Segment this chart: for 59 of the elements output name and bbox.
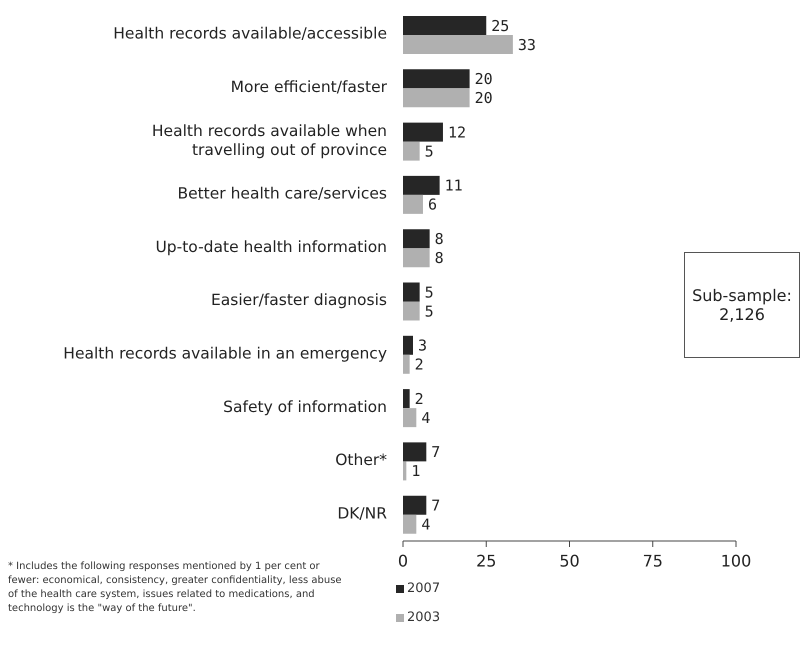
bar — [403, 229, 430, 248]
bar — [403, 408, 416, 428]
data-label: 3 — [418, 336, 428, 355]
data-label: 4 — [421, 516, 430, 534]
data-label: 11 — [444, 176, 463, 195]
data-label: 7 — [431, 443, 440, 462]
data-label: 20 — [474, 89, 493, 108]
legend-label: 2003 — [407, 610, 440, 625]
y-tick-label: Easier/faster diagnosis — [211, 291, 387, 310]
data-label: 7 — [431, 496, 440, 515]
bar — [403, 16, 486, 35]
bar — [403, 69, 470, 88]
data-label: 20 — [474, 70, 493, 88]
y-tick-label: Safety of information — [223, 398, 387, 416]
bar — [403, 336, 413, 355]
x-tick-label: 25 — [476, 551, 496, 570]
bar — [403, 442, 426, 462]
y-tick-label: More efficient/faster — [230, 78, 388, 96]
annotation: Sub-sample: 2,126 — [684, 252, 800, 358]
x-tick-label: 0 — [398, 551, 408, 570]
data-label: 8 — [434, 230, 444, 248]
bar — [403, 461, 406, 480]
y-tick-label: Health records available when travelling out of province — [152, 122, 387, 159]
text: * Includes the following responses mentioned by 1 per cent or fewer: economical, consistency, greater confidentiality, less abuse of the health care system, issues related to medications, and technology is the "way of the future". — [8, 560, 343, 616]
data-label: 33 — [518, 36, 536, 54]
data-label: 8 — [434, 249, 444, 268]
x-tick-label: 50 — [559, 551, 580, 570]
data-label: 25 — [491, 16, 510, 35]
bar — [403, 176, 440, 195]
bar — [403, 194, 423, 214]
data-label: 1 — [411, 462, 420, 480]
data-label: 2 — [414, 390, 424, 408]
data-label: 5 — [424, 283, 434, 302]
bar — [403, 389, 410, 408]
bar — [403, 354, 410, 374]
legend-label: 2007 — [407, 581, 440, 596]
bar — [403, 514, 416, 534]
y-tick-label: Other* — [335, 451, 388, 470]
data-label: 4 — [421, 408, 430, 427]
bar — [403, 88, 470, 108]
bar — [403, 282, 420, 302]
y-tick-label: Better health care/services — [177, 184, 387, 203]
bar — [403, 248, 430, 268]
x-tick-label: 100 — [720, 551, 752, 570]
data-label: 5 — [424, 302, 434, 320]
data-label: 2 — [414, 356, 424, 374]
bar — [403, 142, 420, 161]
bar — [403, 122, 443, 142]
y-tick-label: Health records available/accessible — [113, 24, 387, 43]
y-tick-label: Health records available in an emergency — [63, 344, 387, 363]
y-tick-label: DK/NR — [337, 504, 388, 523]
data-label: 5 — [424, 142, 434, 160]
bar — [403, 35, 513, 54]
bar — [403, 496, 426, 515]
data-label: 12 — [448, 123, 466, 142]
y-tick-label: Up-to-date health information — [155, 238, 387, 256]
data-label: 6 — [428, 196, 438, 214]
bar — [403, 302, 420, 320]
x-tick-label: 75 — [642, 551, 663, 570]
